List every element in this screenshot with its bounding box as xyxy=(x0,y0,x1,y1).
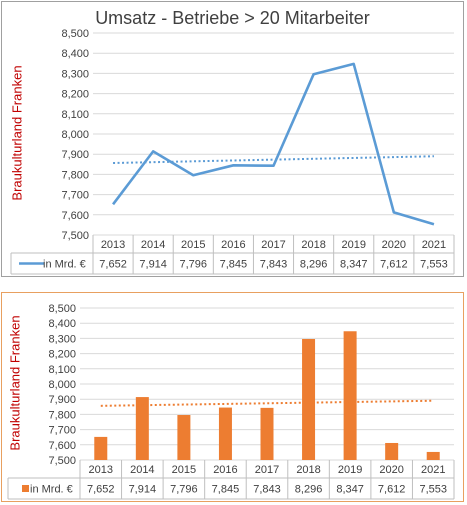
data-label: 7,914 xyxy=(129,484,157,496)
data-label: 8,347 xyxy=(340,259,368,271)
chart-title: Umsatz - Betriebe > 20 Mitarbeiter xyxy=(95,8,370,28)
y-tick-label: 7,600 xyxy=(48,440,76,452)
x-tick-label: 2018 xyxy=(301,239,325,251)
y-tick-label: 8,500 xyxy=(48,303,76,315)
data-label: 7,553 xyxy=(420,259,448,271)
x-tick-label: 2016 xyxy=(221,239,245,251)
x-tick-label: 2020 xyxy=(382,239,406,251)
y-tick-label: 7,800 xyxy=(61,169,89,181)
data-label: 7,612 xyxy=(380,259,408,271)
data-label: 7,914 xyxy=(139,259,167,271)
y-tick-label: 7,700 xyxy=(48,425,76,437)
trendline xyxy=(100,399,434,407)
x-tick-label: 2021 xyxy=(421,464,445,476)
x-tick-label: 2019 xyxy=(338,464,362,476)
x-tick-label: 2015 xyxy=(172,464,196,476)
data-label: 8,347 xyxy=(336,484,364,496)
bar xyxy=(94,436,108,460)
y-tick-label: 7,500 xyxy=(48,455,76,467)
bar-chart-panel: Braukulturland Franken 7,500 7,600 7,700 7,… xyxy=(1,292,464,502)
data-label: 7,796 xyxy=(170,484,198,496)
data-label: 8,296 xyxy=(295,484,323,496)
line-chart-plot: 7,500 7,600 7,700 7,800 7,900 8,000 8,100 8,200… xyxy=(10,28,455,275)
data-label: 7,843 xyxy=(260,259,288,271)
y-tick-label: 8,000 xyxy=(48,379,76,391)
series-line xyxy=(112,62,435,226)
line-chart-panel: Umsatz - Betriebe > 20 Mitarbeiter Brauk… xyxy=(1,1,464,277)
y-tick-label: 8,500 xyxy=(61,28,89,40)
data-label: 7,553 xyxy=(419,484,447,496)
y-tick-label: 8,000 xyxy=(61,129,89,141)
data-label: 7,843 xyxy=(253,484,281,496)
y-tick-label: 8,400 xyxy=(48,318,76,330)
y-tick-label: 7,600 xyxy=(61,210,89,222)
data-label: 7,612 xyxy=(378,484,406,496)
y-tick-label: 8,100 xyxy=(61,109,89,121)
data-label: 7,652 xyxy=(99,259,127,271)
y-tick-label: 8,200 xyxy=(61,89,89,101)
bar xyxy=(135,397,149,460)
x-tick-label: 2019 xyxy=(341,239,365,251)
trendline xyxy=(113,155,434,165)
y-tick-label: 7,900 xyxy=(48,394,76,406)
y-tick-label: 8,200 xyxy=(48,349,76,361)
x-tick-label: 2018 xyxy=(296,464,320,476)
y-tick-label: 8,100 xyxy=(48,364,76,376)
data-label: 7,796 xyxy=(180,259,208,271)
bar xyxy=(177,415,191,460)
x-tick-label: 2020 xyxy=(379,464,403,476)
data-label: 8,296 xyxy=(300,259,328,271)
x-tick-label: 2013 xyxy=(89,464,113,476)
bar xyxy=(343,331,357,460)
bar xyxy=(385,442,399,460)
x-tick-label: 2017 xyxy=(255,464,279,476)
y-tick-label: 7,700 xyxy=(61,190,89,202)
data-label: 7,652 xyxy=(87,484,115,496)
y-tick-label: 8,300 xyxy=(61,68,89,80)
x-tick-label: 2017 xyxy=(261,239,285,251)
data-label: 7,845 xyxy=(220,259,248,271)
bar xyxy=(260,407,274,460)
y-tick-label: 7,900 xyxy=(61,149,89,161)
x-tick-label: 2014 xyxy=(130,464,154,476)
y-tick-label: 8,300 xyxy=(48,333,76,345)
y-tick-label: 7,500 xyxy=(61,230,89,242)
legend-key xyxy=(22,485,29,492)
bar xyxy=(302,339,316,460)
data-label: 7,845 xyxy=(212,484,240,496)
y-tick-label: 8,400 xyxy=(61,48,89,60)
bar xyxy=(426,451,440,460)
x-tick-label: 2021 xyxy=(422,239,446,251)
y-tick-label: 7,800 xyxy=(48,409,76,421)
bar-chart-plot: 7,500 7,600 7,700 7,800 7,900 8,000 8,100 8,200… xyxy=(7,303,455,500)
x-tick-label: 2013 xyxy=(101,239,125,251)
x-tick-label: 2015 xyxy=(181,239,205,251)
x-tick-label: 2016 xyxy=(213,464,237,476)
series-name: in Mrd. € xyxy=(43,259,86,271)
series-name: in Mrd. € xyxy=(30,484,73,496)
x-tick-label: 2014 xyxy=(141,239,165,251)
bar xyxy=(218,407,232,460)
